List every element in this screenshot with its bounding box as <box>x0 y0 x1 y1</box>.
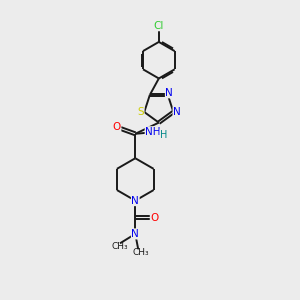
Text: CH₃: CH₃ <box>132 248 149 257</box>
Text: NH: NH <box>145 127 161 137</box>
Text: N: N <box>165 88 173 98</box>
Text: O: O <box>112 122 121 132</box>
Text: S: S <box>137 107 144 117</box>
Text: H: H <box>160 130 167 140</box>
Text: O: O <box>150 213 158 223</box>
Text: CH₃: CH₃ <box>111 242 128 251</box>
Text: N: N <box>131 196 139 206</box>
Text: Cl: Cl <box>154 21 164 31</box>
Text: N: N <box>173 107 181 117</box>
Text: N: N <box>131 229 139 239</box>
